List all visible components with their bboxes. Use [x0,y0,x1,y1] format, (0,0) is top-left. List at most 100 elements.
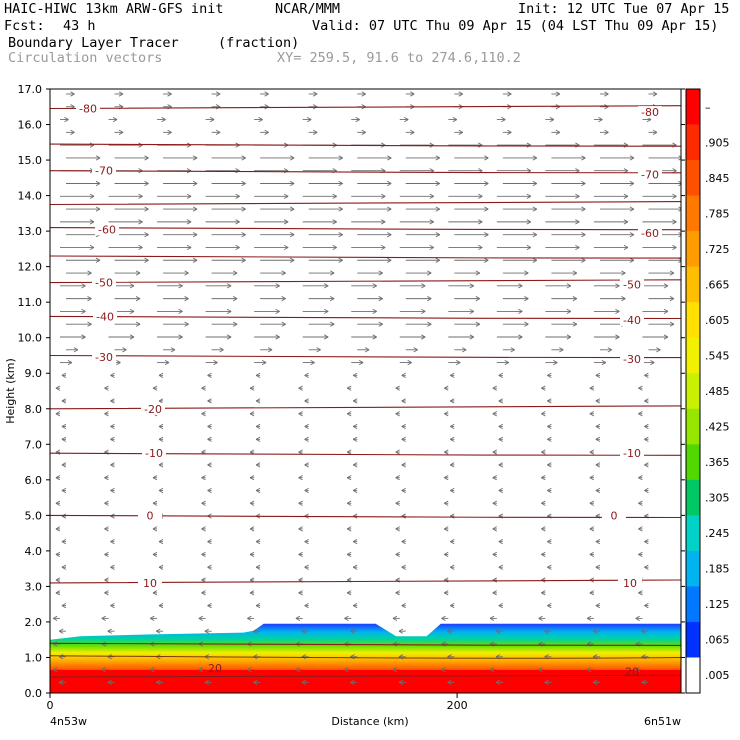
wind-vector-head [478,219,483,225]
wind-vector-head [87,270,92,276]
wind-vector-head [447,679,452,685]
wind-vector-head [621,270,626,276]
contour-label: -60 [641,227,659,240]
wind-vector-head [304,398,309,404]
wind-vector-head [122,347,127,353]
contour-label-bg [92,276,116,289]
wind-vector-head [489,615,495,621]
wind-vector-head [518,283,523,289]
wind-vector-head [581,232,586,238]
wind-vector-head [469,283,475,289]
wind-vector-head [275,334,280,340]
wind-vector-head [289,155,295,161]
wind-vector-head [61,372,67,378]
overlay-name: Circulation vectors [8,50,163,66]
contour-labels: -80 -80 -70 -70 -60 -60 -50 -50 -40 -40 -30 -30 -20 -… [76,102,662,679]
colorbar-swatch [686,266,700,303]
contour-label-bg [620,353,644,366]
wind-vector-head [350,679,355,685]
wind-vector-head [678,232,681,238]
wind-vector-head [669,321,675,327]
wind-vector-head [281,296,286,302]
wind-vector-head [644,603,649,609]
wind-vector-head [338,232,343,238]
wind-vector-head [89,219,95,225]
wind-vector-head [70,91,75,97]
wind-vector-head [435,206,440,212]
wind-vector-head [346,411,352,417]
contour-label: -20 [144,403,162,416]
wind-vector-head [644,539,649,545]
contour-label: -10 [145,447,163,460]
wind-vector-head [138,244,143,251]
wind-vector-head [184,296,189,302]
wind-vector-head [526,193,532,199]
wind-vector-head [635,615,640,621]
isotherm-line [50,642,681,647]
wind-vector-head [207,423,212,430]
wind-vector-head [621,296,626,302]
wind-vector-head [255,462,261,468]
contour-label: 20 [625,666,639,679]
wind-vector-head [586,615,592,621]
colorbar-label: .185 [705,563,730,576]
contour-label: -80 [641,106,659,119]
wind-vector-head [283,193,289,199]
wind-vector-head [492,385,497,391]
wind-vector-head [241,257,246,263]
wind-vector-head [444,449,449,455]
y-axis-label: Height (km) [4,358,17,424]
wind-vector-head [161,116,166,123]
wind-vector-head [226,334,232,340]
colorbar-label: .665 [705,278,730,291]
contour-label-bg [76,102,100,115]
wind-vector-head [186,193,192,199]
contour-label: -40 [623,314,641,327]
wind-vector-head [638,475,643,481]
y-tick-label: 1.0 [25,651,43,664]
wind-vector-head [641,679,646,685]
wind-vector-head [635,666,640,673]
wind-vector-head [387,206,392,212]
wind-vector-head [544,679,549,685]
wind-vector-head [441,615,446,621]
wind-vector-head [207,564,212,570]
isotherm-line [50,105,681,110]
wind-vector-head [255,436,261,442]
wind-vector-head [241,180,246,187]
wind-vector-head [204,628,210,634]
wind-vector-head [201,475,206,481]
wind-vector-head [547,564,552,570]
wind-vector-head [484,155,489,161]
contour-label-bg [138,576,162,589]
isotherm-line [50,579,681,584]
field-name: Boundary Layer Tracer [8,35,179,51]
xy-endpoints: XY= 259.5, 91.6 to 274.6,110.2 [277,50,521,66]
wind-vector-head [110,487,115,494]
isotherm-line [50,315,681,320]
wind-vector-head [638,551,643,558]
wind-vector-head [152,551,158,558]
wind-vector-head [295,666,301,673]
contour-label: 0 [147,509,154,522]
contour-label-bg [95,223,119,236]
wind-vector-head [201,526,206,532]
y-tick-label: 14.0 [18,190,43,203]
wind-vector-head [55,385,61,391]
contour-label: -30 [623,353,641,366]
field-units: (fraction) [218,35,300,51]
contour-label-bg [618,576,642,589]
wind-vector-head [526,244,532,251]
wind-vector-head [87,296,92,302]
wind-vector-head [110,564,115,570]
wind-vector-head [235,193,240,199]
wind-vector-head [207,487,212,494]
contour-label: -40 [96,310,114,323]
wind-vector-head [289,257,295,263]
wind-vector-head [447,628,452,634]
y-tick-label: 11.0 [18,296,43,309]
wind-vector-head [526,219,532,225]
wind-vector-head [346,500,352,506]
wind-vector-head [289,206,295,212]
